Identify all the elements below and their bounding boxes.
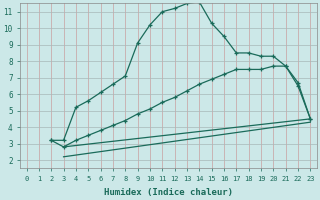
X-axis label: Humidex (Indice chaleur): Humidex (Indice chaleur) <box>104 188 233 197</box>
